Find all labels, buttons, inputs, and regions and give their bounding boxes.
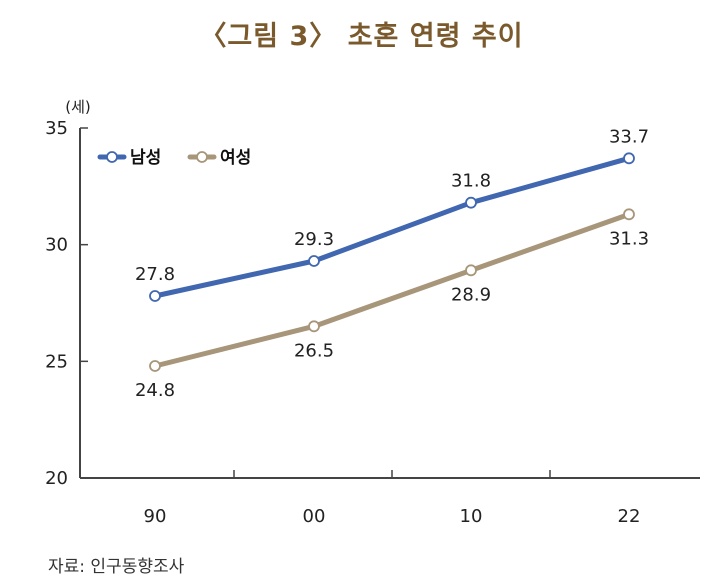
data-label: 26.5 — [294, 340, 334, 361]
chart-title: 〈그림 3〉 초혼 연령 추이 — [199, 21, 524, 52]
data-label: 24.8 — [135, 380, 175, 401]
x-tick-label: 22 — [618, 506, 641, 527]
legend-marker — [196, 151, 208, 163]
legend-marker — [106, 151, 118, 163]
data-point — [465, 196, 477, 209]
data-label: 31.3 — [609, 228, 649, 249]
data-point — [149, 360, 161, 372]
data-point — [308, 255, 320, 267]
y-tick-label: 30 — [45, 235, 68, 256]
data-label: 31.8 — [451, 171, 491, 192]
data-label: 28.9 — [451, 284, 491, 305]
series-line-male — [152, 155, 632, 299]
legend-label: 남성 — [130, 148, 161, 168]
x-tick-label: 10 — [460, 506, 483, 527]
data-point — [623, 152, 635, 165]
series-line-female — [152, 211, 632, 369]
data-label: 27.8 — [135, 264, 175, 285]
y-tick-label: 20 — [45, 468, 68, 489]
data-label: 33.7 — [609, 126, 649, 147]
x-tick-label: 00 — [303, 506, 326, 527]
data-point — [149, 290, 161, 302]
x-tick-label: 90 — [144, 506, 167, 527]
y-tick-label: 35 — [45, 118, 68, 139]
y-tick-label: 25 — [45, 351, 68, 372]
data-point — [623, 208, 635, 221]
source-note: 자료: 인구동향조사 — [48, 557, 185, 577]
y-axis-unit: (세) — [65, 98, 91, 116]
data-point — [308, 320, 320, 333]
data-label: 29.3 — [294, 229, 334, 250]
legend-label: 여성 — [220, 148, 251, 168]
data-point — [465, 264, 477, 277]
